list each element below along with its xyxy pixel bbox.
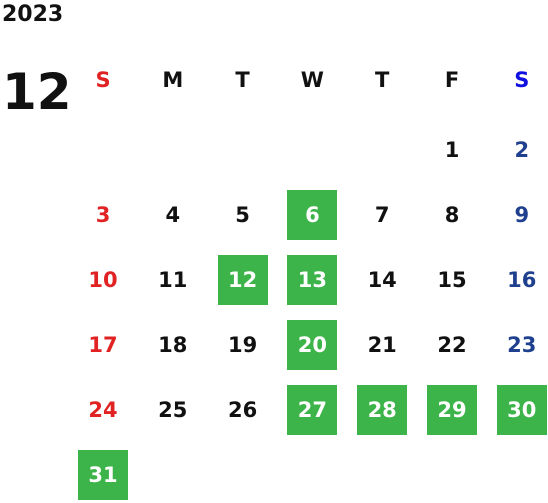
weekday-label: S: [514, 68, 530, 92]
weekday-label: F: [444, 68, 460, 92]
weekday-label: T: [375, 68, 390, 92]
weekday-label: M: [162, 68, 184, 92]
highlighted-day: 13: [287, 255, 338, 305]
highlighted-day: 20: [287, 320, 338, 370]
weekday-label: S: [95, 68, 111, 92]
year: 2023: [2, 2, 64, 27]
day: 7: [374, 203, 390, 227]
day: 8: [444, 203, 460, 227]
highlighted-day: 28: [357, 385, 408, 435]
day: 10: [88, 268, 118, 292]
day: 26: [227, 398, 258, 422]
day: 25: [158, 398, 188, 422]
day: 5: [235, 203, 250, 227]
day: 15: [437, 268, 467, 292]
highlighted-day: 12: [217, 255, 268, 305]
weekday-label: W: [300, 68, 324, 92]
day: 2: [514, 138, 530, 162]
day: 22: [437, 333, 467, 357]
day: 11: [158, 268, 188, 292]
highlighted-day: 29: [427, 385, 477, 435]
day: 17: [88, 333, 118, 357]
highlighted-day: 30: [496, 385, 547, 435]
highlighted-day: 27: [287, 385, 338, 435]
highlighted-day: 31: [78, 450, 128, 500]
day: 9: [514, 203, 530, 227]
day: 23: [507, 333, 537, 357]
day: 18: [158, 333, 188, 357]
day: 16: [507, 268, 537, 292]
day: 21: [367, 333, 397, 357]
day: 24: [88, 398, 118, 422]
day: 19: [227, 333, 258, 357]
day: 1: [444, 138, 460, 162]
day: 4: [165, 203, 181, 227]
day: 14: [367, 268, 397, 292]
day: 3: [95, 203, 111, 227]
highlighted-day: 6: [287, 190, 338, 240]
month: 12: [2, 63, 72, 121]
weekday-label: T: [235, 68, 250, 92]
